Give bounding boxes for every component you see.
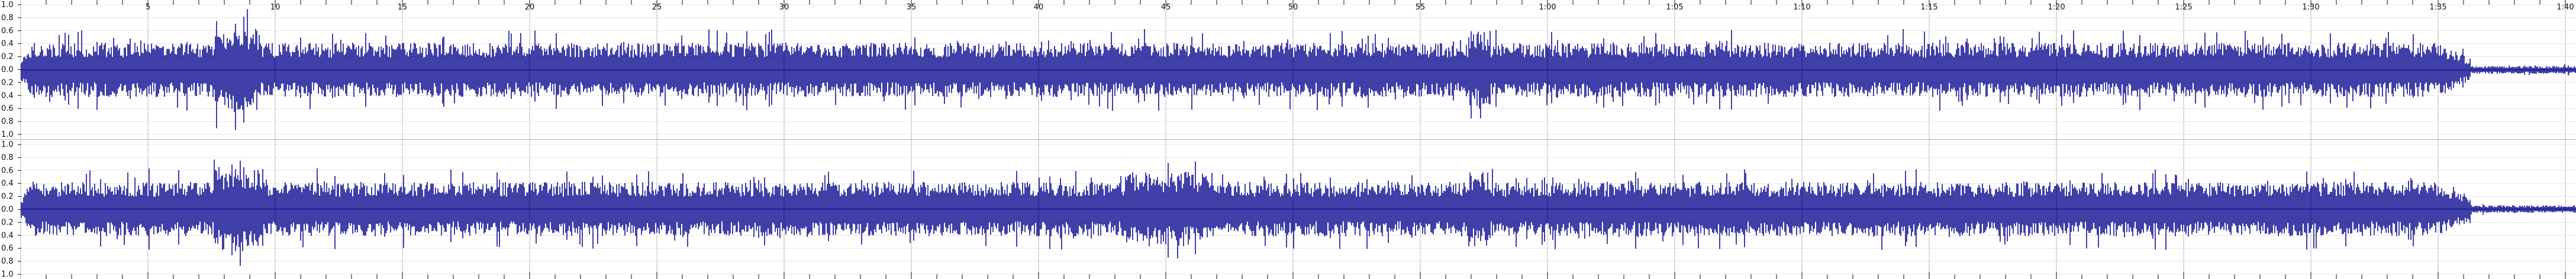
- amplitude-label: 0.6: [1, 27, 14, 36]
- time-label: 1:30: [2302, 3, 2319, 12]
- amplitude-label: 0.6: [1, 244, 14, 253]
- time-label: 10: [270, 3, 281, 12]
- amplitude-label: 1.0: [1, 1, 14, 9]
- time-label: 35: [907, 3, 917, 12]
- amplitude-label: 0.2: [1, 193, 14, 201]
- time-label: 1:35: [2429, 3, 2446, 12]
- time-label: 1:05: [1666, 3, 1683, 12]
- amplitude-label: 0.4: [1, 91, 14, 100]
- channel-left-waveform[interactable]: [21, 9, 2576, 130]
- amplitude-label: 1.0: [1, 270, 14, 279]
- amplitude-label: 1.0: [1, 130, 14, 139]
- time-label: 40: [1034, 3, 1044, 12]
- time-label: 1:10: [1793, 3, 1810, 12]
- amplitude-label: 0.2: [1, 53, 14, 62]
- channel-right-amplitude-scale: 1.0 0.8 0.6 0.4 0.2 0.0 0.2 0.4 0.6 0.8 1.0: [1, 140, 21, 279]
- amplitude-label: 0.2: [1, 78, 14, 87]
- amplitude-label: 0.8: [1, 117, 14, 126]
- amplitude-label: 0.0: [1, 206, 14, 214]
- time-label: 15: [398, 3, 408, 12]
- channel-left-amplitude-scale: 1.0 0.8 0.6 0.4 0.2 0.0 0.2 0.4 0.6 0.8 1.0: [1, 1, 21, 139]
- time-label: 55: [1416, 3, 1426, 12]
- amplitude-label: 0.8: [1, 153, 14, 162]
- amplitude-label: 0.4: [1, 179, 14, 188]
- channel-left-track[interactable]: 1.0 0.8 0.6 0.4 0.2 0.0 0.2 0.4 0.6 0.8 1.0: [1, 1, 2576, 139]
- amplitude-label: 0.2: [1, 218, 14, 227]
- amplitude-label: 1.0: [1, 140, 14, 149]
- time-label: 25: [652, 3, 662, 12]
- channel-right-track[interactable]: 1.0 0.8 0.6 0.4 0.2 0.0 0.2 0.4 0.6 0.8 1.0: [1, 140, 2576, 279]
- bottom-time-ruler: [46, 272, 2566, 279]
- amplitude-label: 0.8: [1, 257, 14, 266]
- amplitude-label: 0.6: [1, 166, 14, 175]
- amplitude-label: 0.4: [1, 40, 14, 49]
- time-label: 45: [1161, 3, 1171, 12]
- time-label: 1:20: [2048, 3, 2065, 12]
- time-label: 1:25: [2175, 3, 2192, 12]
- time-label: 5: [146, 3, 150, 12]
- time-label: 50: [1288, 3, 1298, 12]
- time-label: 20: [525, 3, 535, 12]
- amplitude-label: 0.6: [1, 104, 14, 113]
- amplitude-label: 0.8: [1, 14, 14, 23]
- time-label: 1:40: [2556, 3, 2574, 12]
- time-label: 1:00: [1539, 3, 1556, 12]
- top-time-ruler: 5 10 15 20 25 30 35 40 45 50 55 1:00 1:05 1:10 1:15 1:2…: [46, 0, 2574, 12]
- time-label: 1:15: [1920, 3, 1937, 12]
- amplitude-label: 0.0: [1, 66, 14, 75]
- time-label: 30: [779, 3, 789, 12]
- amplitude-label: 0.4: [1, 231, 14, 240]
